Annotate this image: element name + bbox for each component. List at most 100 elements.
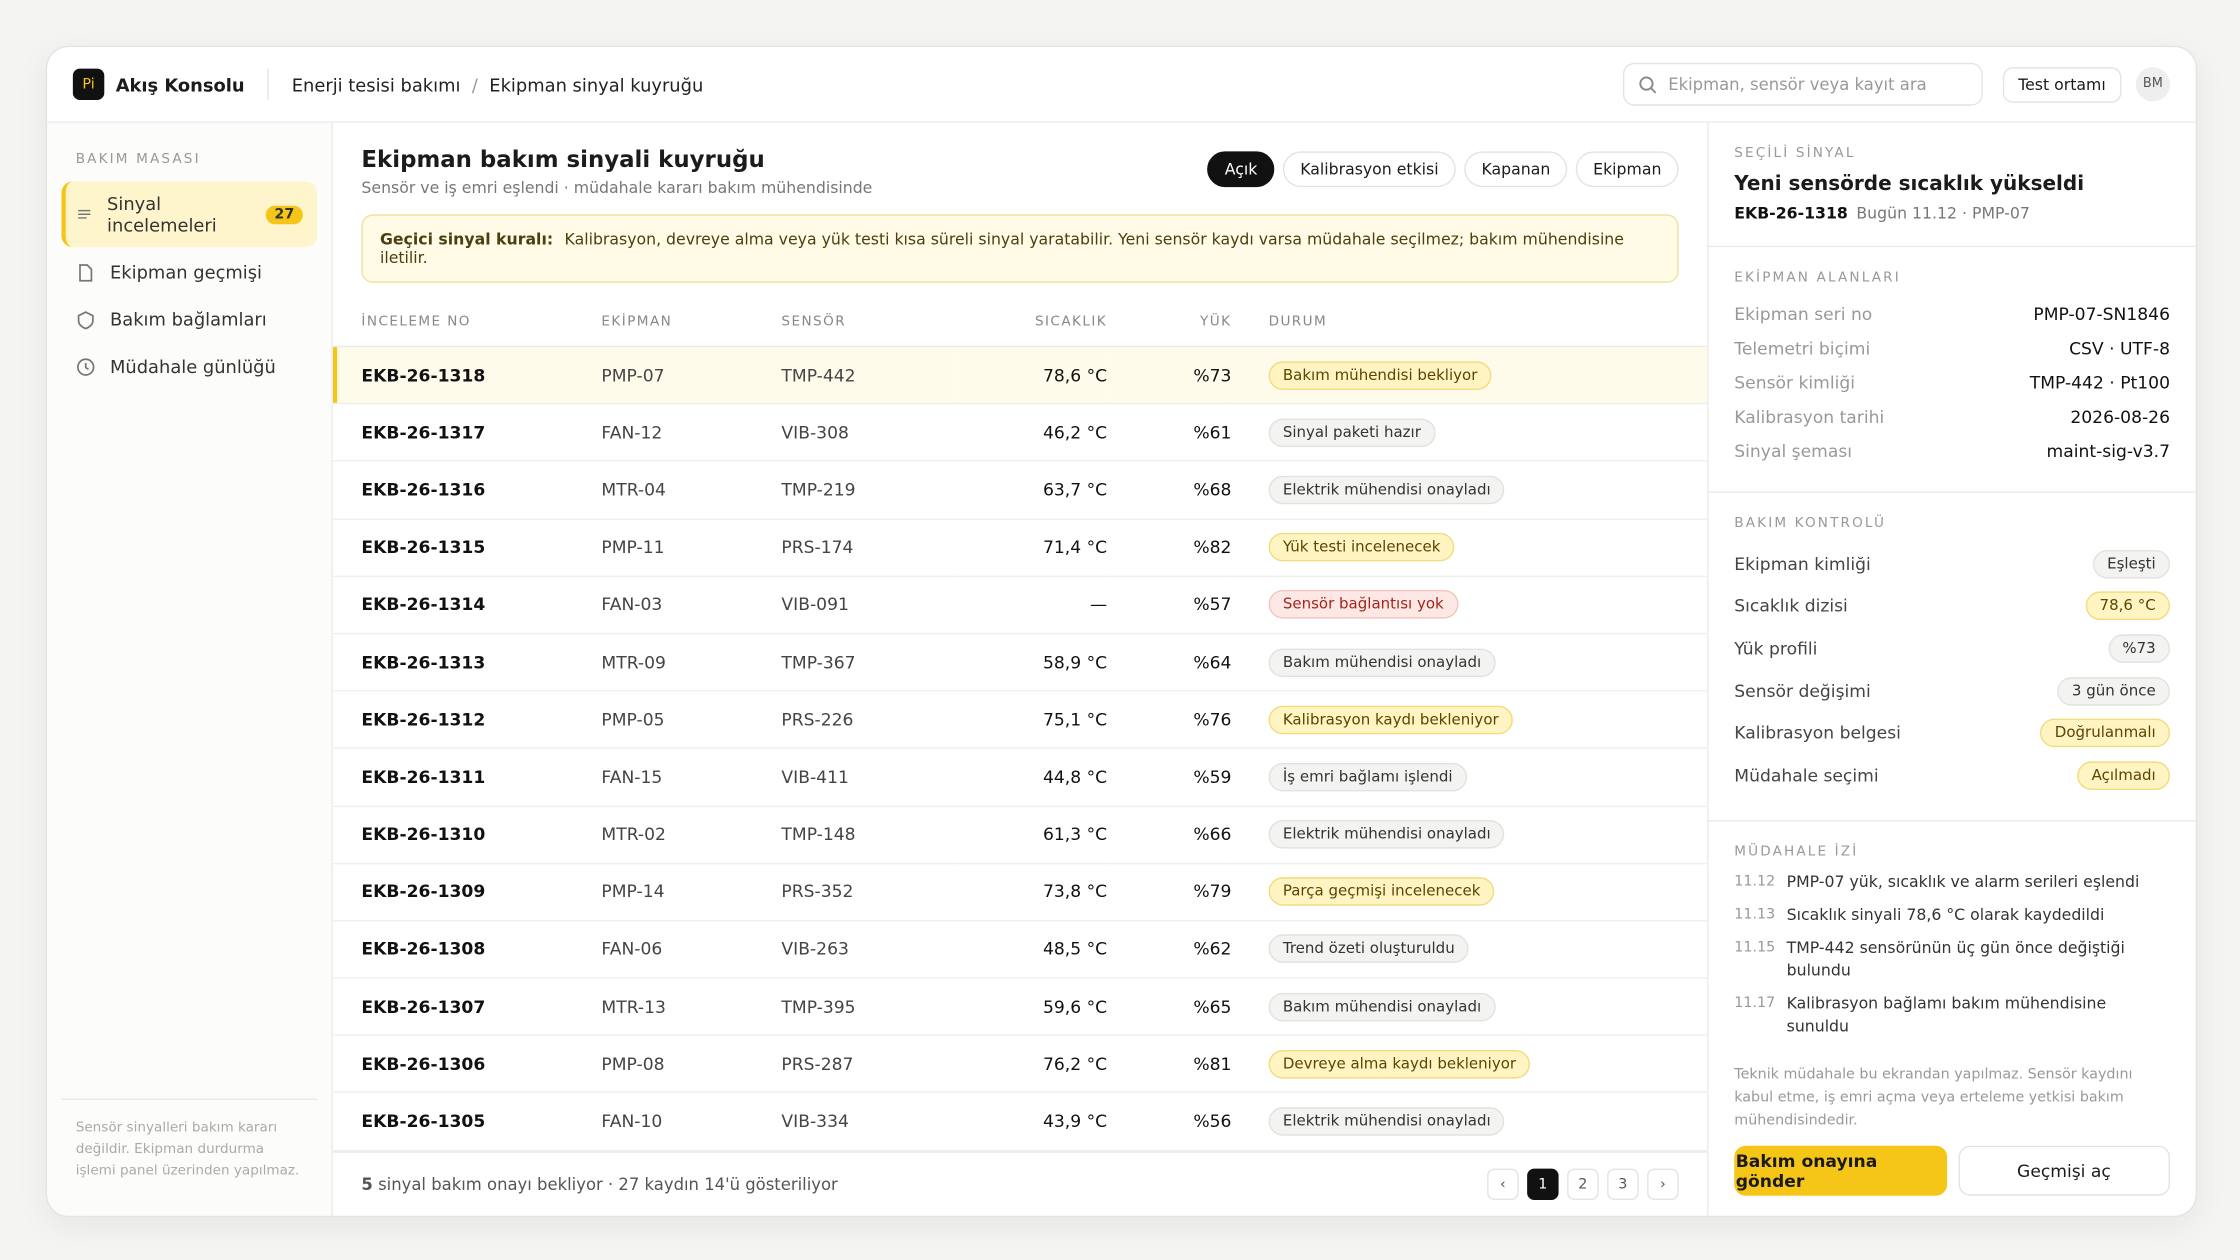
table-row[interactable]: EKB-26-1309 PMP-14 PRS-352 73,8 °C %79 Parça … (332, 863, 1708, 922)
cell: %79 (1107, 863, 1232, 922)
section-label: BAKIM KONTROLÜ (1734, 515, 1887, 532)
secondary-button[interactable]: Geçmişi aç (1957, 1145, 2170, 1196)
top-bar: Pi Akış Konsolu Enerji tesisi bakımı / E… (47, 47, 2196, 123)
cell: EKB-26-1315 (332, 518, 600, 577)
table-row[interactable]: EKB-26-1317 FAN-12 VIB-308 46,2 °C %61 Sinyal… (332, 403, 1708, 462)
nav-icon (79, 263, 93, 281)
cell: EKB-26-1307 (332, 977, 600, 1037)
nav-label: Müdahale günlüğü (109, 355, 276, 378)
nav-item[interactable]: Sinyal incelemeleri 27 (61, 181, 318, 248)
check-value: Açılmadı (2077, 761, 2170, 790)
check-row: Sıcaklık dizisi 78,6 °C (1734, 585, 2170, 627)
field-row: Sensör kimliği TMP-442 · Pt100 (1734, 366, 2170, 400)
detail-meta: EKB-26-1318 Bugün 11.12 · PMP-07 (1734, 204, 2170, 223)
trail-entry: 11.15 TMP-442 sensörünün üç gün önce deği… (1734, 937, 2170, 983)
sidebar: BAKIM MASASI Sinyal incelemeleri 27 Ekipma… (47, 122, 333, 1216)
nav-item[interactable]: Ekipman geçmişi (61, 250, 317, 294)
status-pill: Bakım mühendisi onayladı (1268, 992, 1496, 1021)
cell: 63,7 °C (954, 461, 1108, 520)
subtitle: Sensör ve iş emri eşlendi · müdahale kar… (361, 178, 873, 198)
cell: EKB-26-1317 (332, 403, 600, 462)
detail-meta-text: Bugün 11.12 · PMP-07 (1856, 204, 2030, 223)
avatar[interactable]: BM (2135, 67, 2170, 102)
field-label: Telemetri biçimi (1734, 338, 1871, 359)
cell: %56 (1107, 1092, 1232, 1151)
table-footer: 5 sinyal bakım onayı bekliyor · 27 kaydı… (332, 1151, 1708, 1215)
status-pill: Bakım mühendisi bekliyor (1268, 360, 1492, 390)
table-row[interactable]: EKB-26-1308 FAN-06 VIB-263 48,5 °C %62 Trend … (332, 920, 1708, 979)
page-button[interactable]: 3 (1607, 1168, 1639, 1200)
cell: Yük testi incelenecek (1231, 518, 1708, 577)
filters: Açık Kalibrasyon etkisi Kapanan Ekipman (1207, 151, 1679, 197)
table-row[interactable]: EKB-26-1311 FAN-15 VIB-411 44,8 °C %59 İş emr… (332, 748, 1708, 807)
check-value: 3 gün önce (2057, 676, 2170, 706)
content: BAKIM MASASI Sinyal incelemeleri 27 Ekipma… (47, 122, 2196, 1216)
table-row[interactable]: EKB-26-1306 PMP-08 PRS-287 76,2 °C %81 Devrey… (332, 1035, 1708, 1094)
header-row: İNCELEME NO EKİPMAN SENSÖR SICAKLIK YÜK DURUM (332, 297, 1708, 348)
cell: %76 (1107, 690, 1232, 750)
table-row[interactable]: EKB-26-1307 MTR-13 TMP-395 59,6 °C %65 Bakım … (332, 977, 1708, 1037)
filter-chip[interactable]: Kalibrasyon etkisi (1283, 151, 1456, 188)
nav-label: Bakım bağlamları (109, 308, 267, 330)
filter-chip[interactable]: Açık (1207, 151, 1275, 188)
table-row[interactable]: EKB-26-1316 MTR-04 TMP-219 63,7 °C %68 Elektr… (332, 461, 1708, 520)
cell: EKB-26-1309 (332, 863, 600, 922)
cell: MTR-09 (599, 633, 780, 692)
search[interactable]: Ekipman, sensör veya kayıt ara (1622, 62, 1983, 106)
section-label: MÜDAHALE İZİ (1734, 843, 1859, 860)
cell: PMP-11 (599, 518, 780, 577)
table-row[interactable]: EKB-26-1310 MTR-02 TMP-148 61,3 °C %66 Elektr… (332, 805, 1708, 864)
check-row: Ekipman kimliği Eşleşti (1734, 543, 2170, 585)
cell: %81 (1107, 1035, 1232, 1094)
status-pill: Elektrik mühendisi onayladı (1268, 1107, 1505, 1136)
cell: TMP-219 (779, 461, 955, 520)
next-page[interactable]: › (1647, 1168, 1679, 1200)
table-row[interactable]: EKB-26-1318 PMP-07 TMP-442 78,6 °C %73 Bakım … (332, 346, 1708, 405)
cell: Bakım mühendisi onayladı (1231, 977, 1708, 1037)
notice: Geçici sinyal kuralı: Kalibrasyon, devrey… (361, 214, 1679, 283)
trail-time: 11.13 (1734, 906, 1776, 923)
cell: VIB-263 (779, 920, 955, 979)
table-row[interactable]: EKB-26-1314 FAN-03 VIB-091— %57 Sensör bağla… (332, 576, 1708, 635)
filter-chip[interactable]: Kapanan (1464, 151, 1568, 188)
prev-page[interactable]: ‹ (1487, 1168, 1519, 1200)
cell: PRS-287 (779, 1035, 955, 1094)
breadcrumb: Ekipman sinyal kuyruğu (489, 73, 704, 95)
column-header: İNCELEME NO (332, 297, 600, 348)
breadcrumb[interactable]: Enerji tesisi bakımı (291, 73, 461, 95)
status-pill: İş emri bağlamı işlendi (1268, 762, 1467, 792)
trail-text: Kalibrasyon bağlamı bakım mühendisine su… (1786, 993, 2107, 1036)
cell: EKB-26-1314 (332, 576, 600, 635)
cell: 46,2 °C (954, 403, 1108, 462)
nav-item[interactable]: Müdahale günlüğü (61, 344, 317, 388)
search-icon (1638, 75, 1657, 93)
trail-entry: 11.13 Sıcaklık sinyali 78,6 °C olarak kay… (1734, 904, 2170, 927)
nav-item[interactable]: Bakım bağlamları (61, 297, 317, 341)
notice-label: Geçici sinyal kuralı: (379, 229, 554, 249)
field-value: maint-sig-v3.7 (2046, 441, 2170, 462)
check-value: Doğrulanmalı (2040, 718, 2170, 748)
field-label: Ekipman seri no (1734, 304, 1873, 325)
app-name: Akış Konsolu (115, 73, 245, 95)
table-row[interactable]: EKB-26-1313 MTR-09 TMP-367 58,9 °C %64 Bakım … (332, 633, 1708, 692)
cell: PRS-174 (779, 518, 955, 577)
environment[interactable]: Test ortamı (2002, 66, 2122, 103)
cell: EKB-26-1305 (332, 1092, 600, 1151)
check-label: Sensör değişimi (1734, 680, 1871, 701)
column-header: DURUM (1231, 297, 1708, 348)
status-pill: Sinyal paketi hazır (1268, 418, 1436, 447)
check-row: Sensör değişimi 3 gün önce (1734, 670, 2170, 712)
page-button[interactable]: 2 (1567, 1168, 1599, 1200)
page-button[interactable]: 1 (1527, 1168, 1559, 1200)
filter-chip[interactable]: Ekipman (1576, 151, 1679, 188)
cell: FAN-03 (599, 576, 780, 635)
primary-button[interactable]: Bakım onayına gönder (1734, 1145, 1947, 1196)
main-header: Ekipman bakım sinyali kuyruğu Sensör ve … (333, 123, 1707, 197)
table-row[interactable]: EKB-26-1305 FAN-10 VIB-334 43,9 °C %56 Elektr… (332, 1092, 1708, 1151)
cell: 78,6 °C (954, 346, 1108, 405)
cell: Elektrik mühendisi onayladı (1231, 461, 1708, 520)
table-row[interactable]: EKB-26-1312 PMP-05 PRS-226 75,1 °C %76 Kalibr… (332, 690, 1708, 750)
check-value: 78,6 °C (2085, 591, 2170, 621)
cell: MTR-04 (599, 461, 780, 520)
table-row[interactable]: EKB-26-1315 PMP-11 PRS-174 71,4 °C %82 Yük te… (332, 518, 1708, 577)
